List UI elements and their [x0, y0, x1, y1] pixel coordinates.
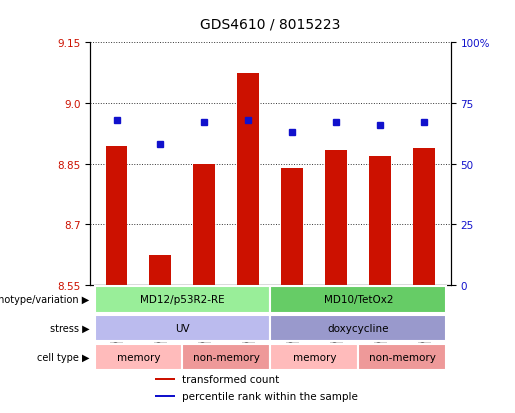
Text: stress ▶: stress ▶: [49, 323, 89, 333]
Bar: [155, 378, 175, 380]
Bar: [270, 344, 358, 370]
Text: percentile rank within the sample: percentile rank within the sample: [182, 391, 358, 401]
Text: non-memory: non-memory: [193, 352, 260, 362]
Text: non-memory: non-memory: [369, 352, 436, 362]
Bar: [369, 156, 391, 285]
Text: memory: memory: [293, 352, 336, 362]
Text: GDS4610 / 8015223: GDS4610 / 8015223: [200, 17, 340, 31]
Bar: [95, 344, 182, 370]
Bar: [325, 150, 347, 285]
Text: MD12/p53R2-RE: MD12/p53R2-RE: [140, 294, 225, 305]
Bar: [270, 287, 446, 313]
Bar: [358, 344, 446, 370]
Bar: [281, 169, 303, 285]
Bar: [194, 164, 215, 285]
Bar: [182, 344, 270, 370]
Text: UV: UV: [175, 323, 190, 333]
Bar: [95, 315, 270, 342]
Bar: [155, 395, 175, 397]
Bar: [149, 255, 171, 285]
Text: doxycycline: doxycycline: [328, 323, 389, 333]
Bar: [413, 148, 435, 285]
Bar: [237, 74, 260, 285]
Text: cell type ▶: cell type ▶: [37, 352, 89, 362]
Text: memory: memory: [117, 352, 160, 362]
Text: transformed count: transformed count: [182, 374, 279, 384]
Bar: [106, 146, 128, 285]
Bar: [95, 287, 270, 313]
Text: genotype/variation ▶: genotype/variation ▶: [0, 294, 89, 305]
Text: MD10/TetOx2: MD10/TetOx2: [323, 294, 393, 305]
Bar: [270, 315, 446, 342]
